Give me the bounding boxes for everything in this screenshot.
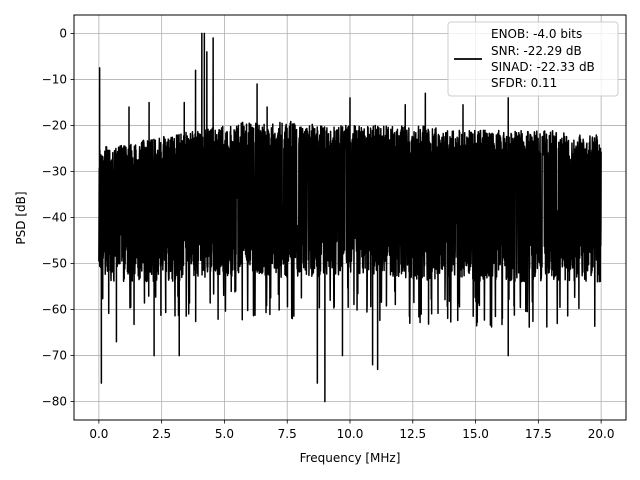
y-tick-label: −70 [42, 349, 67, 363]
legend-box [447, 21, 619, 97]
y-tick-label: −80 [42, 395, 67, 409]
x-tick-label: 7.5 [278, 427, 297, 441]
y-tick-label: −20 [42, 118, 67, 132]
psd-trace [98, 32, 602, 403]
y-axis-label: PSD [dB] [14, 191, 28, 244]
y-tick-label: −50 [42, 257, 67, 271]
x-axis-ticks: 0.0 2.5 5.0 7.5 10.0 12.5 15.0 17.5 20.0 [89, 420, 614, 441]
psd-series-line [98, 32, 602, 403]
x-tick-label: 5.0 [215, 427, 234, 441]
legend-line-enob: ENOB: -4.0 bits [491, 27, 582, 41]
x-tick-label: 2.5 [152, 427, 171, 441]
legend-line-sfdr: SFDR: 0.11 [491, 76, 557, 90]
y-tick-label: 0 [59, 26, 67, 40]
legend-line-sinad: SINAD: -22.33 dB [491, 60, 595, 74]
y-tick-label: −10 [42, 72, 67, 86]
legend-line-snr: SNR: -22.29 dB [491, 44, 582, 58]
x-tick-label: 17.5 [525, 427, 552, 441]
x-tick-label: 0.0 [89, 427, 108, 441]
x-tick-label: 12.5 [399, 427, 426, 441]
x-axis-label: Frequency [MHz] [300, 451, 401, 465]
x-tick-label: 15.0 [462, 427, 489, 441]
x-tick-label: 10.0 [337, 427, 364, 441]
x-tick-label: 20.0 [588, 427, 615, 441]
y-axis-ticks: 0 −10 −20 −30 −40 −50 −60 −70 −80 [42, 26, 74, 409]
y-tick-label: −60 [42, 303, 67, 317]
y-tick-label: −40 [42, 211, 67, 225]
legend: ENOB: -4.0 bits SNR: -22.29 dB SINAD: -2… [447, 21, 619, 97]
y-tick-label: −30 [42, 164, 67, 178]
